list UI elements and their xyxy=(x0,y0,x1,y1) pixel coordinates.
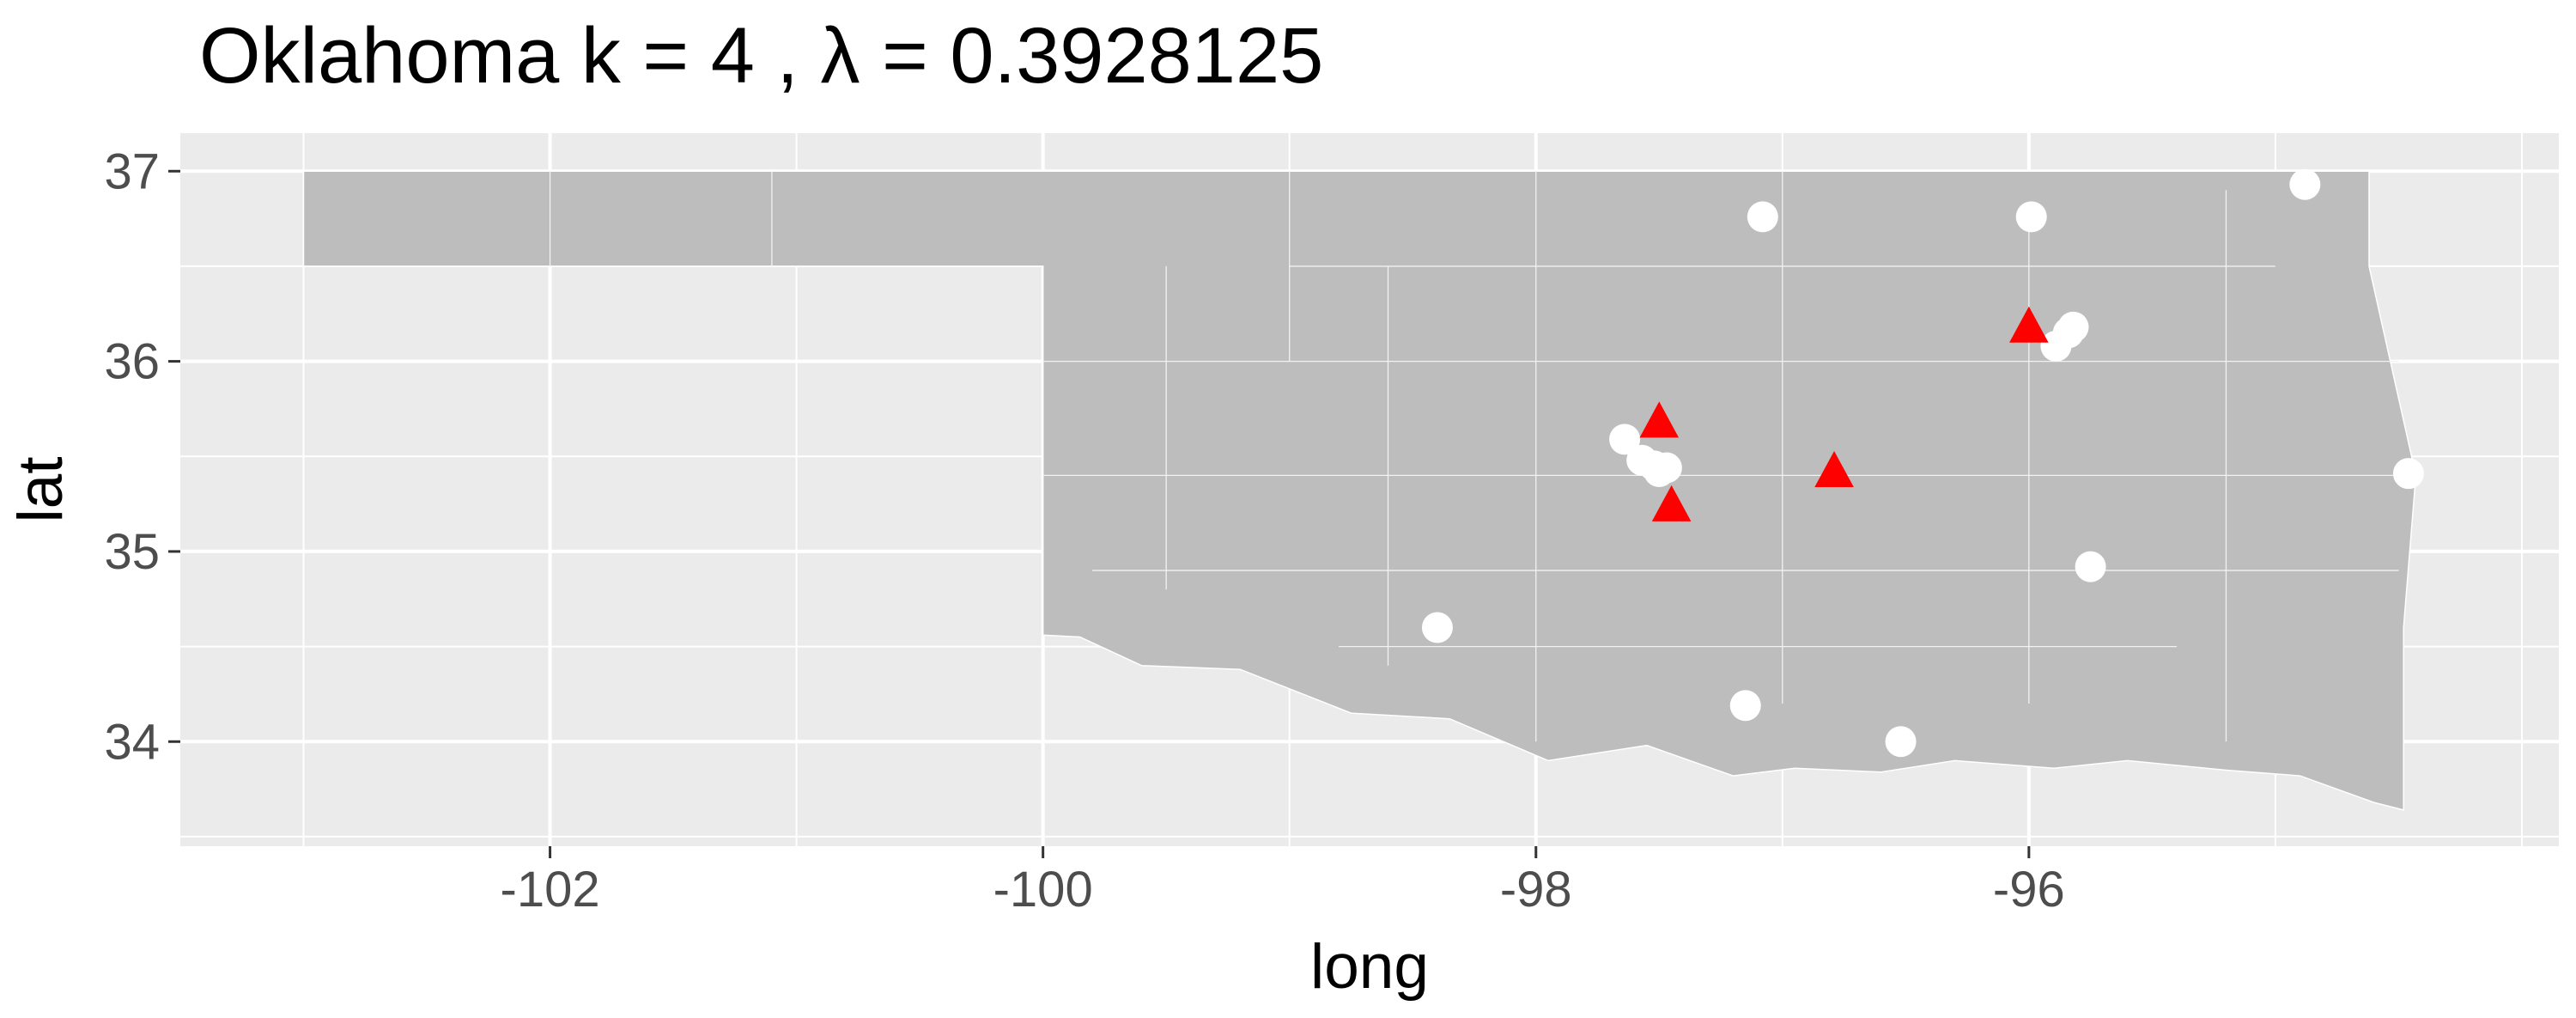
cluster-center-marker xyxy=(1814,450,1854,487)
oklahoma-outline xyxy=(302,170,2417,811)
y-tick-label: 34 xyxy=(104,714,160,770)
y-tick-label: 35 xyxy=(104,524,160,580)
x-tick-label: -98 xyxy=(1500,862,1572,917)
data-point xyxy=(1421,612,1453,643)
y-axis: 34 35 36 37 xyxy=(104,143,180,770)
x-tick-label: -96 xyxy=(1993,862,2065,917)
x-tick-label: -102 xyxy=(501,862,600,917)
data-point xyxy=(1650,452,1682,484)
data-point xyxy=(2075,551,2106,582)
data-point xyxy=(1609,424,1641,455)
x-axis-title: long xyxy=(1310,932,1429,1002)
cluster-centers xyxy=(1639,306,2049,521)
data-point xyxy=(2392,458,2424,490)
cluster-center-marker xyxy=(1651,485,1692,521)
data-point xyxy=(1885,726,1917,758)
data-point xyxy=(2052,317,2084,349)
data-points xyxy=(1421,168,2424,758)
data-point xyxy=(2015,201,2047,233)
x-tick-label: -100 xyxy=(993,862,1093,917)
tract-boundaries xyxy=(549,171,2399,742)
chart-title: Oklahoma k = 4 , λ = 0.3928125 xyxy=(199,12,1323,100)
x-axis: -102 -100 -98 -96 xyxy=(501,846,2065,917)
data-point xyxy=(1729,690,1761,722)
data-point xyxy=(2289,168,2321,200)
y-tick-label: 37 xyxy=(104,143,160,199)
cluster-center-marker xyxy=(2009,306,2049,343)
data-point xyxy=(1747,201,1778,233)
y-axis-title: lat xyxy=(6,456,76,522)
y-tick-label: 36 xyxy=(104,334,160,390)
cluster-center-marker xyxy=(1639,401,1680,438)
oklahoma-state-shape xyxy=(302,170,2417,811)
